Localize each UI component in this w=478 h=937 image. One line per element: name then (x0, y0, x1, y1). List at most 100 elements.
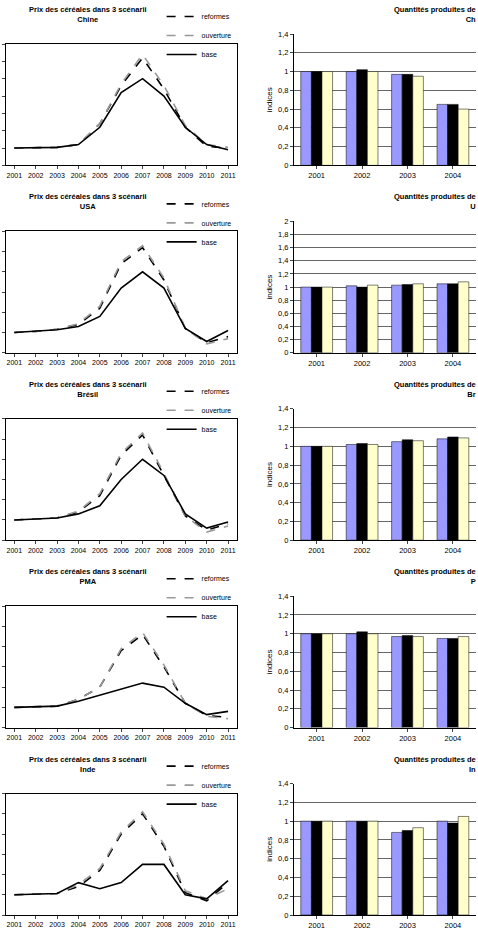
svg-text:ouverture: ouverture (202, 782, 232, 789)
svg-text:Prix des céréales dans 3 scéna: Prix des céréales dans 3 scénariiUSA (29, 192, 147, 211)
svg-text:0,2: 0,2 (278, 142, 288, 151)
svg-text:2004: 2004 (445, 921, 462, 930)
svg-text:2007: 2007 (135, 172, 151, 179)
svg-text:1: 1 (284, 67, 288, 76)
svg-text:0,6: 0,6 (278, 667, 288, 676)
svg-text:2006: 2006 (113, 172, 129, 179)
svg-text:1,2: 1,2 (278, 48, 288, 57)
svg-text:2002: 2002 (28, 734, 44, 741)
svg-text:0,4: 0,4 (278, 123, 288, 132)
svg-text:2005: 2005 (92, 734, 108, 741)
svg-text:Prix des céréales dans 3 scéna: Prix des céréales dans 3 scénariiChine (29, 5, 147, 24)
svg-text:1,8: 1,8 (278, 230, 288, 239)
svg-text:2001: 2001 (308, 546, 325, 555)
svg-text:ouverture: ouverture (202, 407, 232, 414)
svg-text:0,8: 0,8 (278, 86, 288, 95)
svg-text:1,2: 1,2 (278, 798, 288, 807)
svg-text:2004: 2004 (71, 547, 87, 554)
svg-text:2003: 2003 (399, 734, 416, 743)
svg-text:base: base (202, 426, 217, 433)
svg-text:2009: 2009 (178, 359, 194, 366)
svg-text:Quantités produites deU: Quantités produites deU (394, 192, 476, 211)
svg-text:2007: 2007 (135, 921, 151, 928)
svg-text:Prix des céréales dans 3 scéna: Prix des céréales dans 3 scénariiInde (29, 755, 147, 774)
svg-text:2001: 2001 (6, 734, 22, 741)
svg-text:2010: 2010 (199, 359, 215, 366)
svg-text:0: 0 (284, 348, 288, 357)
svg-text:1,4: 1,4 (278, 592, 288, 601)
svg-text:2003: 2003 (49, 547, 65, 554)
svg-text:0,4: 0,4 (278, 498, 288, 507)
svg-text:indices: indices (265, 462, 274, 487)
svg-text:indices: indices (265, 87, 274, 112)
svg-text:2008: 2008 (156, 921, 172, 928)
svg-text:2007: 2007 (135, 734, 151, 741)
svg-text:0,6: 0,6 (278, 105, 288, 114)
svg-text:ouverture: ouverture (202, 220, 232, 227)
svg-text:2003: 2003 (399, 171, 416, 180)
svg-text:2001: 2001 (308, 171, 325, 180)
svg-text:1,4: 1,4 (278, 30, 288, 39)
svg-text:2011: 2011 (221, 921, 236, 928)
svg-text:0,4: 0,4 (278, 686, 288, 695)
svg-text:0,6: 0,6 (278, 854, 288, 863)
svg-text:2008: 2008 (156, 359, 172, 366)
svg-text:2011: 2011 (221, 359, 236, 366)
svg-text:0,2: 0,2 (278, 517, 288, 526)
svg-text:2003: 2003 (49, 172, 65, 179)
svg-text:0: 0 (284, 536, 288, 545)
svg-text:2004: 2004 (71, 359, 87, 366)
svg-text:2002: 2002 (354, 734, 371, 743)
svg-text:2009: 2009 (178, 734, 194, 741)
svg-text:0,6: 0,6 (278, 309, 288, 318)
svg-text:2010: 2010 (199, 547, 215, 554)
svg-text:Quantités produites deCh: Quantités produites deCh (394, 5, 476, 24)
svg-text:0,4: 0,4 (278, 322, 288, 331)
svg-text:2003: 2003 (49, 734, 65, 741)
svg-text:ouverture: ouverture (202, 594, 232, 601)
svg-text:2005: 2005 (92, 547, 108, 554)
svg-text:0: 0 (284, 161, 288, 170)
svg-text:1,2: 1,2 (278, 270, 288, 279)
svg-text:2009: 2009 (178, 172, 194, 179)
svg-text:2: 2 (284, 217, 288, 226)
svg-text:2005: 2005 (92, 359, 108, 366)
svg-text:1,6: 1,6 (278, 243, 288, 252)
svg-text:2011: 2011 (221, 734, 236, 741)
svg-text:1: 1 (284, 442, 288, 451)
svg-text:2005: 2005 (92, 172, 108, 179)
svg-text:2010: 2010 (199, 734, 215, 741)
svg-text:2005: 2005 (92, 921, 108, 928)
svg-text:2006: 2006 (113, 547, 129, 554)
svg-text:2006: 2006 (113, 921, 129, 928)
svg-text:reformes: reformes (202, 763, 230, 770)
svg-text:reformes: reformes (202, 388, 230, 395)
svg-text:2003: 2003 (399, 359, 416, 368)
svg-text:2001: 2001 (6, 172, 22, 179)
svg-text:2007: 2007 (135, 547, 151, 554)
svg-text:Prix des céréales dans 3 scéna: Prix des céréales dans 3 scénariiPMA (29, 567, 147, 586)
svg-text:Quantités produites deP: Quantités produites deP (394, 567, 476, 586)
svg-text:2002: 2002 (354, 359, 371, 368)
svg-text:2008: 2008 (156, 172, 172, 179)
svg-text:ouverture: ouverture (202, 32, 232, 39)
svg-text:2002: 2002 (28, 921, 44, 928)
svg-text:2007: 2007 (135, 359, 151, 366)
svg-text:reformes: reformes (202, 13, 230, 20)
svg-text:2001: 2001 (308, 359, 325, 368)
svg-text:1: 1 (284, 629, 288, 638)
svg-text:0,8: 0,8 (278, 648, 288, 657)
svg-text:2009: 2009 (178, 547, 194, 554)
svg-text:Prix des céréales dans 3 scéna: Prix des céréales dans 3 scénariiBrésil (29, 380, 147, 399)
svg-text:0: 0 (284, 723, 288, 732)
svg-text:2011: 2011 (221, 547, 236, 554)
svg-text:0,2: 0,2 (278, 335, 288, 344)
svg-text:2004: 2004 (71, 921, 87, 928)
svg-text:2001: 2001 (6, 359, 22, 366)
svg-text:0,2: 0,2 (278, 892, 288, 901)
svg-text:0,8: 0,8 (278, 836, 288, 845)
svg-text:2001: 2001 (6, 547, 22, 554)
svg-text:1,2: 1,2 (278, 423, 288, 432)
svg-text:1,2: 1,2 (278, 611, 288, 620)
svg-text:base: base (202, 613, 217, 620)
